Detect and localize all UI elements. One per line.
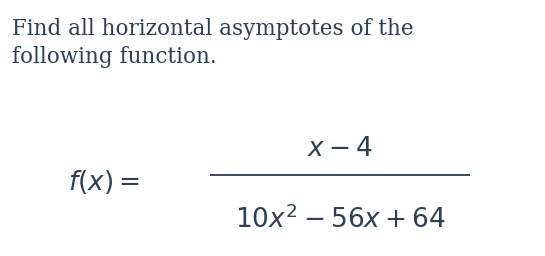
Text: $f(x) =$: $f(x) =$ [68, 168, 140, 196]
Text: Find all horizontal asymptotes of the: Find all horizontal asymptotes of the [12, 18, 414, 40]
Text: following function.: following function. [12, 46, 216, 68]
Text: $x - 4$: $x - 4$ [307, 135, 373, 161]
Text: $10x^2 - 56x + 64$: $10x^2 - 56x + 64$ [234, 205, 445, 233]
